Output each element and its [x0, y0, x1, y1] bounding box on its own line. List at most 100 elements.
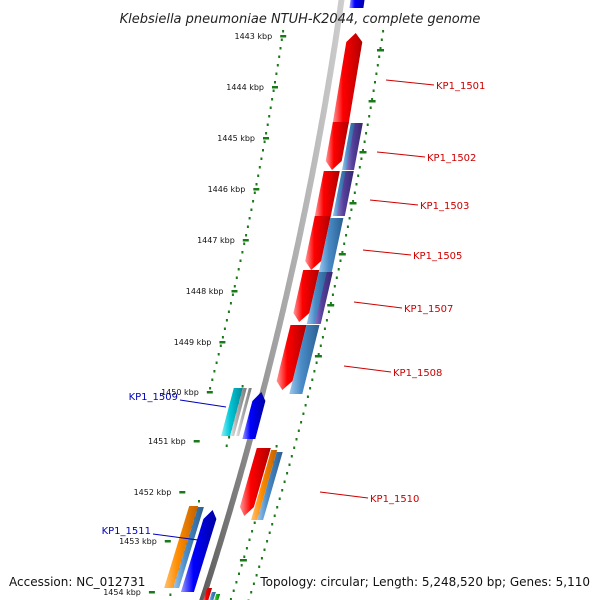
- tick-dot: [360, 157, 363, 160]
- leader-line: [152, 533, 199, 541]
- tick-dot: [255, 183, 258, 186]
- tick-dot: [258, 166, 261, 169]
- tick-dot: [225, 444, 228, 447]
- tick-dot: [327, 310, 330, 313]
- tick-dot: [286, 472, 289, 475]
- tick-dot: [348, 217, 351, 220]
- gene-block[interactable]: [332, 33, 363, 125]
- tick-dot: [243, 242, 246, 245]
- tick-dot: [232, 589, 235, 592]
- gene-block[interactable]: [276, 325, 307, 390]
- major-tick: [377, 49, 384, 52]
- scale-label: 1454 kbp: [103, 588, 141, 597]
- tick-dot: [323, 327, 326, 330]
- gene-block[interactable]: [180, 510, 217, 592]
- scale-label: 1445 kbp: [217, 134, 255, 143]
- tick-dot: [268, 531, 271, 534]
- major-tick: [338, 253, 346, 256]
- tick-dot: [368, 115, 371, 118]
- genome-summary-text: Topology: circular; Length: 5,248,520 bp…: [259, 575, 590, 589]
- gene-block[interactable]: [257, 452, 283, 520]
- tick-dot: [260, 157, 263, 160]
- major-tick: [242, 239, 249, 242]
- major-tick: [219, 341, 226, 344]
- gene-label[interactable]: KP1_1502: [427, 153, 476, 164]
- gene-block[interactable]: [346, 123, 363, 170]
- tick-dot: [275, 445, 278, 448]
- tick-dot: [280, 38, 283, 41]
- tick-dot: [339, 259, 342, 262]
- tick-dot: [355, 183, 358, 186]
- tick-dot: [276, 506, 279, 509]
- gene-block[interactable]: [342, 123, 356, 170]
- tick-dot: [268, 115, 271, 118]
- tick-dot: [304, 404, 307, 407]
- tick-dot: [372, 89, 375, 92]
- gene-label[interactable]: KP1_1511: [102, 526, 151, 537]
- gene-block[interactable]: [318, 218, 344, 272]
- tick-dot: [382, 30, 385, 33]
- tick-dot: [378, 55, 381, 58]
- gene-block[interactable]: [306, 272, 328, 324]
- gene-block[interactable]: [164, 506, 199, 588]
- tick-dot: [274, 81, 276, 84]
- tick-dot: [375, 72, 378, 75]
- tick-dot: [231, 293, 234, 296]
- tick-dot: [273, 514, 276, 517]
- gene-block[interactable]: [336, 171, 354, 216]
- gene-block[interactable]: [239, 448, 271, 516]
- gene-block[interactable]: [289, 325, 320, 394]
- gene-block[interactable]: [242, 392, 266, 439]
- gene-label[interactable]: KP1_1501: [436, 81, 485, 92]
- gene-block[interactable]: [230, 388, 247, 436]
- major-tick: [148, 591, 155, 594]
- major-tick: [231, 290, 238, 293]
- gene-block[interactable]: [349, 0, 365, 8]
- scale-label: 1447 kbp: [197, 236, 235, 245]
- tick-dot: [288, 463, 291, 466]
- gene-block[interactable]: [314, 171, 340, 216]
- major-tick: [327, 304, 335, 307]
- gene-label[interactable]: KP1_1503: [420, 201, 469, 212]
- gene-block[interactable]: [305, 216, 331, 270]
- tick-dot: [309, 387, 312, 390]
- gene-block[interactable]: [209, 592, 216, 600]
- gene-block[interactable]: [173, 507, 204, 588]
- scale-label: 1450 kbp: [161, 388, 199, 397]
- leader-line: [362, 249, 412, 256]
- gene-label[interactable]: KP1_1505: [413, 251, 462, 262]
- tick-dot: [258, 565, 261, 568]
- gene-block[interactable]: [332, 171, 347, 216]
- gene-block[interactable]: [314, 272, 333, 324]
- scale-label: 1444 kbp: [226, 83, 264, 92]
- gene-label[interactable]: KP1_1507: [404, 304, 453, 315]
- gene-label[interactable]: KP1_1509: [129, 392, 178, 403]
- gene-block[interactable]: [251, 450, 278, 520]
- tick-dot: [353, 191, 356, 194]
- tick-dot: [306, 395, 309, 398]
- tick-dot: [263, 140, 266, 143]
- tick-dot: [248, 538, 251, 541]
- tick-dot: [376, 64, 379, 67]
- tick-dot: [241, 385, 244, 388]
- tick-dot: [271, 523, 274, 526]
- tick-dot: [239, 259, 242, 262]
- tick-dot: [275, 72, 278, 75]
- tick-dot: [295, 438, 298, 441]
- gene-block[interactable]: [293, 270, 320, 322]
- gene-block[interactable]: [221, 388, 243, 436]
- gene-label[interactable]: KP1_1510: [370, 494, 419, 505]
- tick-dot: [211, 378, 214, 381]
- gene-block[interactable]: [236, 388, 252, 436]
- leader-line: [343, 365, 392, 373]
- gene-block[interactable]: [203, 588, 213, 600]
- tick-dot: [315, 361, 318, 364]
- tick-dot: [241, 251, 244, 254]
- gene-block[interactable]: [214, 594, 221, 600]
- tick-dot: [283, 480, 286, 483]
- gene-block[interactable]: [325, 122, 349, 170]
- major-tick: [359, 151, 367, 154]
- gene-label[interactable]: KP1_1508: [393, 368, 442, 379]
- scale-label: 1449 kbp: [174, 338, 212, 347]
- gene-labels: KP1_1501 KP1_1502 KP1_1503 KP1_1505 KP1_1507…: [102, 81, 486, 537]
